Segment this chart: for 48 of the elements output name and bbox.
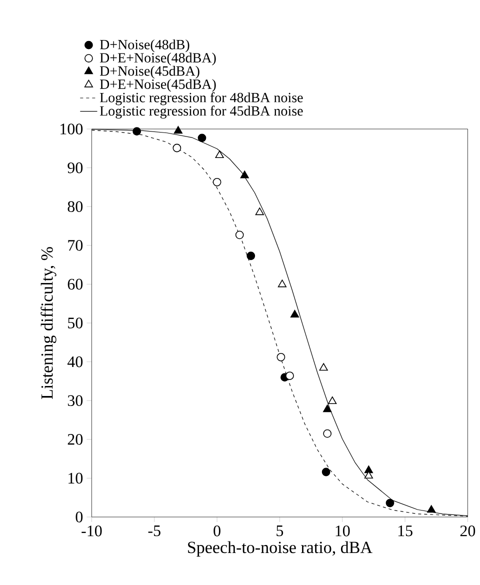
y-tick-label: 60: [68, 278, 83, 290]
point: [286, 372, 294, 380]
point: [240, 170, 249, 178]
point: [278, 280, 286, 288]
point: [364, 466, 373, 474]
x-tick-label: -10: [82, 526, 102, 536]
legend-label: D+Noise(48dB): [100, 39, 190, 52]
legend-label: Logistic regression for 45dBA noise: [100, 106, 303, 119]
point: [198, 134, 206, 142]
point: [290, 310, 300, 318]
x-tick-label: 0: [214, 526, 220, 536]
point: [132, 127, 142, 136]
y-tick-label: 10: [68, 472, 83, 484]
y-tick-label: 90: [68, 162, 83, 174]
legend-label: D+E+Noise(45dBA): [100, 79, 216, 92]
y-axis-title: Listening difficulty, %: [40, 247, 56, 399]
x-tick-label: 20: [460, 526, 476, 536]
x-tick-label: 5: [276, 526, 284, 536]
point: [328, 396, 337, 404]
y-tick-label: 30: [68, 395, 83, 406]
point: [174, 126, 182, 134]
point: [386, 498, 394, 508]
point: [323, 429, 332, 438]
point: [319, 363, 328, 371]
x-tick-label: 10: [336, 526, 350, 536]
y-tick-label: 20: [68, 434, 83, 445]
point: [276, 352, 286, 362]
point: [323, 404, 332, 412]
legend-label: Logistic regression for 48dBA noise: [100, 92, 303, 106]
y-tick-label: 70: [68, 240, 83, 251]
point: [172, 144, 182, 152]
x-tick-label: -5: [148, 526, 160, 536]
x-axis-title: Speech-to-noise ratio, dBA: [188, 541, 372, 557]
x-tick-label: 15: [398, 526, 412, 536]
point: [235, 230, 244, 240]
point: [255, 208, 264, 216]
y-tick-label: 80: [68, 201, 83, 212]
y-tick-label: 100: [60, 124, 83, 134]
legend-label: D+E+Noise(48dBA): [100, 52, 216, 66]
point: [427, 505, 436, 513]
y-tick-label: 50: [68, 318, 83, 328]
legend-label: D+Noise(45dBA): [100, 66, 200, 79]
y-tick-label: 0: [76, 512, 83, 522]
point: [246, 252, 256, 260]
point: [212, 178, 222, 186]
point: [322, 468, 330, 476]
point: [215, 150, 224, 158]
y-tick-label: 40: [67, 356, 83, 368]
